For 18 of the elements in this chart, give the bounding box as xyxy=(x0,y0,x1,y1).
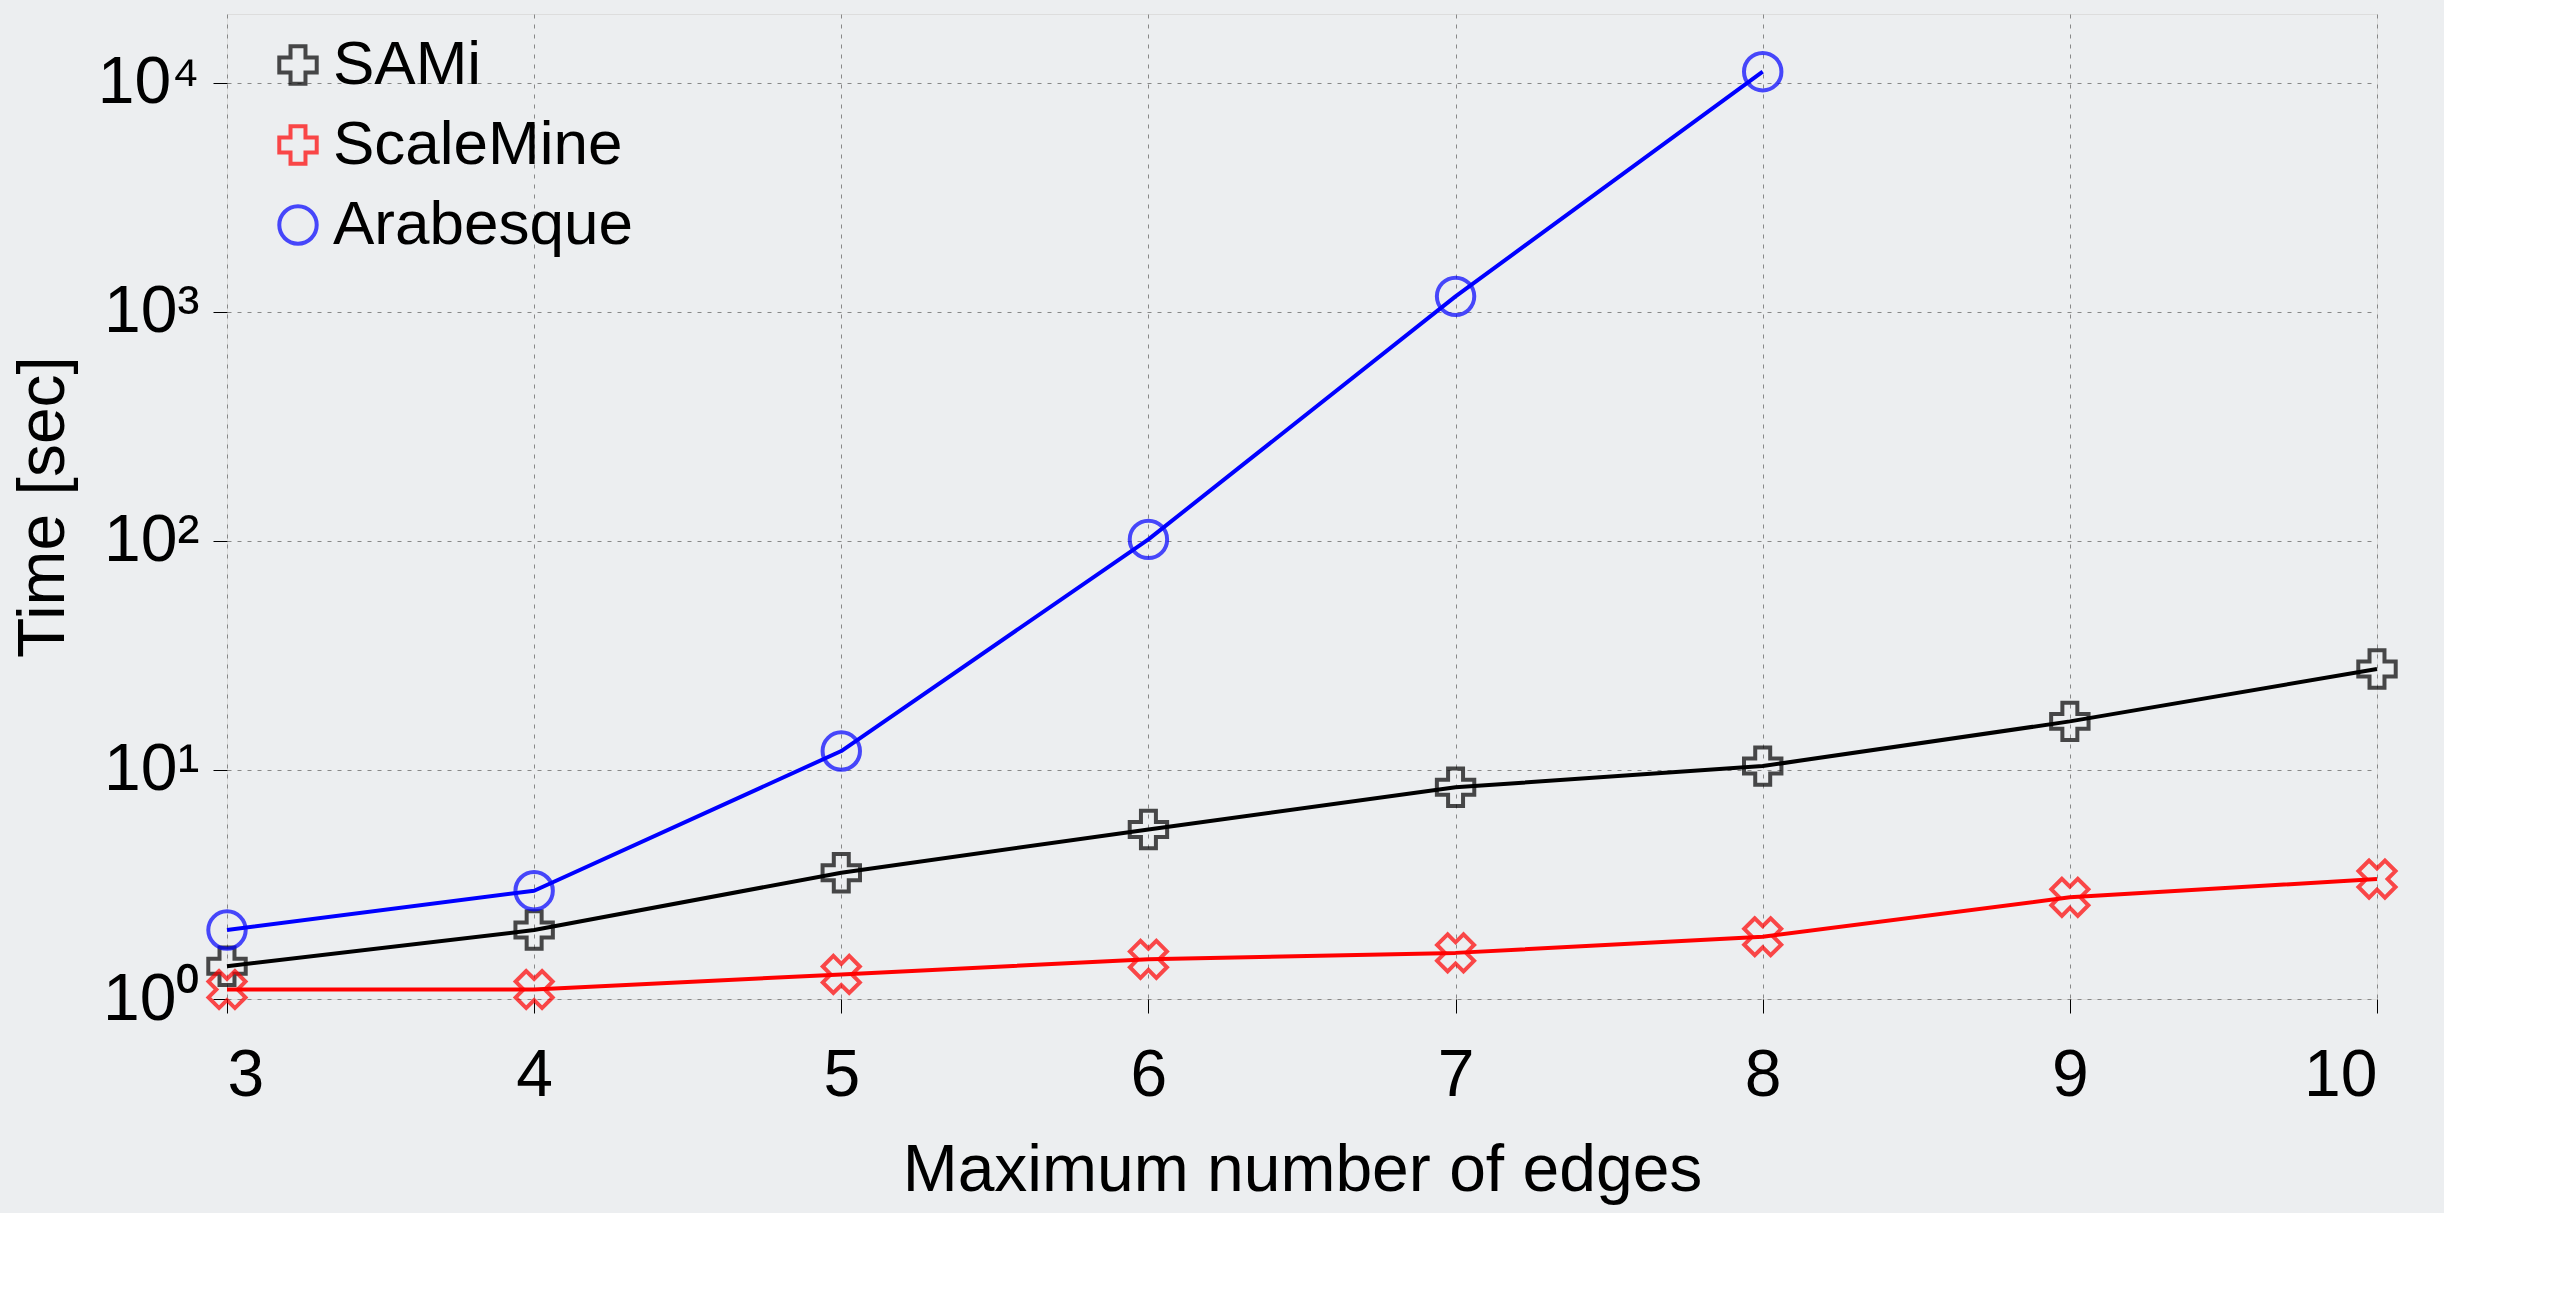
legend-label: Arabesque xyxy=(333,188,633,257)
legend-label: ScaleMine xyxy=(333,108,623,177)
x-tick-label: 8 xyxy=(1744,1035,1782,1110)
x-tick-label: 5 xyxy=(823,1035,861,1110)
x-tick-label: 10 xyxy=(2304,1035,2378,1110)
y-tick-label: 10³ xyxy=(104,272,200,347)
y-tick-label: 10⁰ xyxy=(103,959,200,1034)
legend-label: SAMi xyxy=(333,28,482,97)
x-tick-label: 3 xyxy=(227,1035,265,1110)
x-tick-label: 6 xyxy=(1130,1035,1168,1110)
x-tick-label: 4 xyxy=(516,1035,553,1110)
y-tick-label: 10² xyxy=(104,501,200,576)
y-tick-label: 10⁴ xyxy=(97,43,200,118)
x-tick-label: 9 xyxy=(2052,1035,2089,1110)
x-tick-label: 7 xyxy=(1437,1035,1475,1110)
y-axis-title: Time [sec] xyxy=(3,356,78,658)
y-tick-label: 10¹ xyxy=(104,730,200,805)
x-axis-title: Maximum number of edges xyxy=(902,1130,1703,1205)
